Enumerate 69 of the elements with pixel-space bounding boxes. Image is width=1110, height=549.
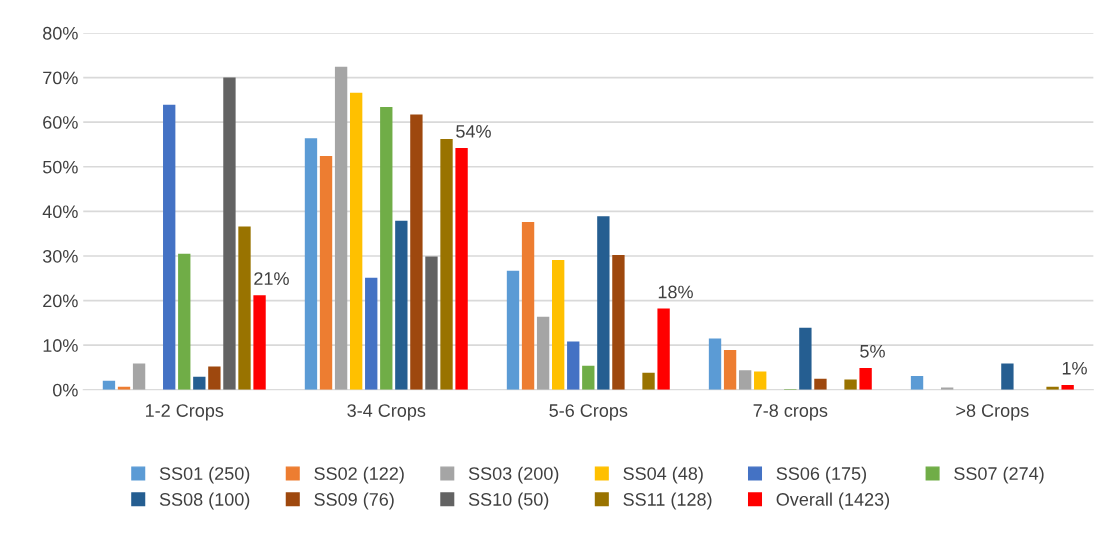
data-label: 21% [254,272,289,285]
bar [380,106,393,390]
bar [910,375,924,390]
bar [597,216,610,390]
bar [536,316,550,390]
y-tick-label: 30% [42,249,78,263]
bar [642,372,655,390]
y-tick-label: 20% [43,294,78,308]
bar [708,338,722,390]
bar [754,371,767,390]
y-tick-label: 40% [42,205,78,219]
x-tick-label: 3-4 Crops [347,404,426,421]
data-label: 5% [860,344,885,358]
x-tick-label: >8 Crops [956,404,1029,421]
legend-label: SS01 (250) [159,466,250,484]
bar [365,277,378,390]
bar [814,378,827,390]
bar [334,66,348,390]
y-tick-label: 0% [53,383,78,397]
legend-label: SS03 (200) [468,466,559,484]
y-tick-label: 70% [43,71,78,85]
legend-label: Overall (1423) [776,492,890,510]
bar [238,226,251,390]
y-tick-label: 60% [43,116,78,129]
legend-label: SS10 (50) [468,492,549,510]
legend-label: SS04 (48) [623,466,703,484]
bar [521,222,535,390]
legend-label: SS09 (76) [314,492,394,510]
bar [304,138,318,390]
bar [132,363,146,390]
data-label: 54% [456,125,491,138]
y-tick-label: 50% [42,160,78,174]
bar [1001,363,1014,390]
bar [455,148,468,390]
legend-label: SS06 (175) [776,466,866,484]
bar [582,365,595,390]
bar [425,256,438,390]
bar [612,255,625,390]
bar [859,367,872,390]
bar [799,327,812,390]
y-tick-label: 80% [43,26,78,40]
bar [506,270,520,390]
bar [567,341,580,390]
bar [208,366,221,390]
bar [552,259,565,390]
bar [163,104,176,390]
legend-label: SS08 (100) [159,492,250,510]
bar [738,370,752,390]
bar [253,295,266,390]
bar [193,376,206,390]
bar [844,379,857,390]
x-tick-label: 7-8 crops [753,404,828,421]
bar [723,350,737,390]
bar [395,220,408,390]
bar [349,92,363,390]
x-tick-label: 1-2 Crops [146,404,224,421]
bar [319,156,333,390]
legend-label: SS07 (274) [954,466,1044,484]
bar [178,253,191,390]
bar [410,114,423,390]
bar [223,77,236,390]
x-tick-label: 5-6 Crops [549,404,628,421]
data-label: 18% [658,285,693,299]
legend-label: SS02 (122) [314,466,404,484]
legend-label: SS11 (128) [623,492,712,510]
y-tick-label: 10% [43,339,78,352]
data-label: 1% [1062,361,1087,375]
bar [657,308,670,390]
bar [440,139,453,390]
